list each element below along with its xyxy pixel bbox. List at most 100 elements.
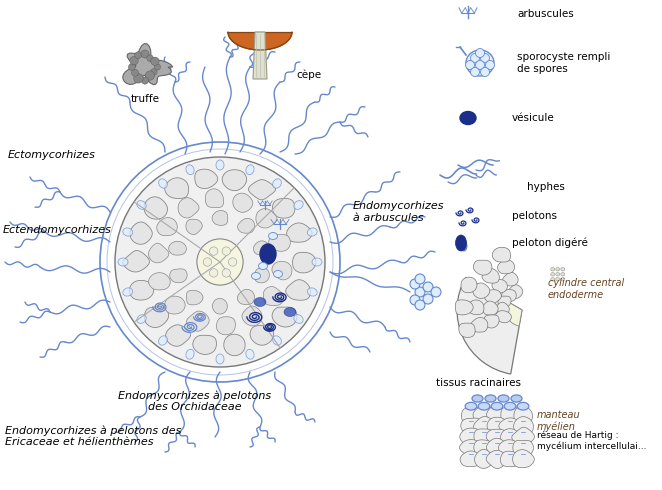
Ellipse shape [504, 402, 516, 410]
Polygon shape [460, 428, 481, 446]
Text: Ectomycorhizes: Ectomycorhizes [8, 150, 96, 160]
Polygon shape [482, 269, 499, 283]
Polygon shape [473, 260, 492, 275]
Text: manteau
myélien: manteau myélien [537, 410, 581, 432]
Polygon shape [467, 300, 484, 315]
Circle shape [410, 279, 420, 289]
Polygon shape [455, 300, 473, 315]
Polygon shape [493, 247, 510, 262]
Polygon shape [500, 451, 520, 466]
Circle shape [130, 56, 138, 65]
Ellipse shape [294, 315, 303, 323]
Ellipse shape [273, 336, 281, 345]
Ellipse shape [551, 277, 555, 281]
Polygon shape [166, 325, 191, 346]
Circle shape [154, 64, 160, 70]
Text: pelotons: pelotons [512, 211, 557, 221]
Circle shape [147, 55, 154, 62]
Polygon shape [486, 429, 508, 446]
Polygon shape [213, 298, 227, 314]
Circle shape [209, 269, 218, 277]
Ellipse shape [551, 272, 555, 276]
Ellipse shape [307, 228, 317, 236]
Ellipse shape [498, 395, 509, 402]
Text: cylindre central
endoderme: cylindre central endoderme [548, 278, 624, 299]
Ellipse shape [254, 297, 266, 307]
Polygon shape [273, 198, 295, 218]
Circle shape [228, 258, 237, 266]
Ellipse shape [465, 402, 477, 410]
Polygon shape [253, 32, 267, 79]
Polygon shape [492, 279, 507, 293]
Polygon shape [498, 440, 520, 456]
Polygon shape [461, 418, 482, 434]
Polygon shape [238, 219, 255, 233]
Polygon shape [165, 296, 185, 314]
Polygon shape [187, 291, 203, 305]
Text: hyphes: hyphes [527, 182, 565, 192]
Polygon shape [498, 296, 511, 308]
Polygon shape [254, 268, 269, 283]
Polygon shape [216, 317, 236, 335]
Text: Ectendomycorhizes: Ectendomycorhizes [3, 225, 112, 235]
Circle shape [485, 60, 495, 70]
Ellipse shape [260, 244, 276, 264]
Polygon shape [242, 306, 262, 326]
Polygon shape [144, 197, 167, 219]
Text: réseau de Hartig :
mycélium intercellulai...: réseau de Hartig : mycélium intercellula… [537, 430, 647, 450]
Polygon shape [473, 407, 495, 425]
Ellipse shape [269, 232, 277, 240]
Ellipse shape [561, 277, 565, 281]
Text: sporocyste rempli
de spores: sporocyste rempli de spores [517, 52, 610, 74]
Polygon shape [459, 323, 475, 338]
Ellipse shape [294, 200, 303, 209]
Circle shape [471, 53, 479, 63]
Polygon shape [224, 334, 245, 356]
Circle shape [475, 60, 485, 70]
Ellipse shape [460, 112, 476, 124]
Polygon shape [144, 307, 169, 327]
Circle shape [142, 77, 148, 84]
Polygon shape [269, 235, 291, 251]
Polygon shape [484, 290, 501, 304]
Polygon shape [195, 169, 218, 189]
Text: Endomycorhizes à pelotons
des Orchidaceae: Endomycorhizes à pelotons des Orchidacea… [118, 390, 271, 412]
Polygon shape [148, 272, 170, 290]
Circle shape [146, 71, 154, 80]
Polygon shape [483, 301, 498, 315]
Polygon shape [512, 427, 534, 445]
Text: truffe: truffe [130, 94, 160, 104]
Polygon shape [487, 438, 507, 456]
Circle shape [150, 69, 157, 75]
Ellipse shape [186, 165, 194, 174]
Ellipse shape [461, 241, 467, 251]
Polygon shape [514, 416, 534, 435]
Ellipse shape [123, 228, 132, 236]
Polygon shape [212, 211, 228, 225]
Ellipse shape [137, 200, 146, 209]
Polygon shape [169, 242, 186, 255]
Polygon shape [500, 429, 520, 446]
Polygon shape [486, 450, 508, 468]
Ellipse shape [551, 268, 555, 271]
Circle shape [481, 68, 489, 76]
Polygon shape [256, 209, 277, 228]
Polygon shape [502, 290, 516, 301]
Circle shape [222, 269, 230, 277]
Circle shape [132, 69, 138, 76]
Polygon shape [496, 302, 509, 316]
Polygon shape [514, 406, 532, 423]
Polygon shape [248, 180, 275, 200]
Wedge shape [506, 302, 522, 326]
Polygon shape [473, 416, 495, 434]
Text: peloton digéré: peloton digéré [512, 238, 588, 248]
Ellipse shape [246, 349, 254, 359]
Circle shape [222, 247, 230, 255]
Circle shape [134, 74, 143, 83]
Polygon shape [222, 170, 247, 191]
Ellipse shape [556, 277, 560, 281]
Circle shape [415, 300, 425, 310]
Text: Endomycorhizes
à arbuscules: Endomycorhizes à arbuscules [353, 201, 444, 223]
Circle shape [415, 274, 425, 284]
Polygon shape [129, 280, 154, 300]
